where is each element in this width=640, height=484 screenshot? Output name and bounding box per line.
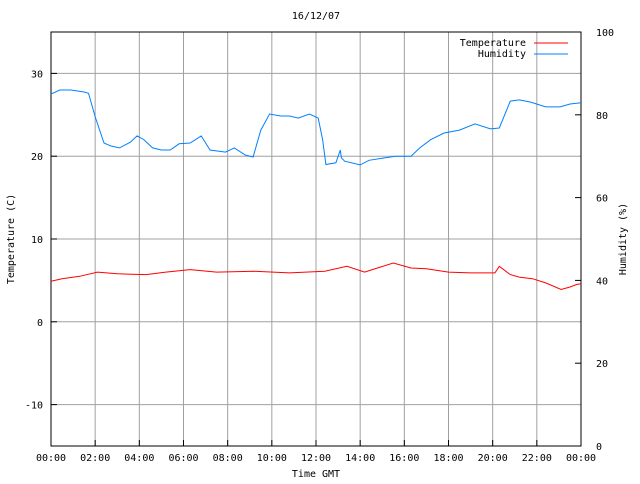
y2-axis-label: Humidity (%) (618, 203, 629, 275)
series-line-humidity (50, 89, 582, 166)
y2-tick-label: 100 (596, 28, 614, 39)
legend-label-temperature: Temperature (460, 38, 526, 49)
y2-tick-label: 0 (596, 442, 602, 453)
legend-label-humidity: Humidity (478, 49, 526, 60)
y2-tick-label: 40 (596, 276, 608, 287)
chart-title: 16/12/07 (292, 11, 340, 22)
legend: Temperature Humidity (460, 38, 568, 60)
x-tick-label: 04:00 (124, 453, 154, 464)
y2-tick-label: 80 (596, 111, 608, 122)
x-tick-label: 06:00 (168, 453, 198, 464)
y-tick-label: 20 (31, 152, 43, 163)
y-tick-label: 30 (31, 69, 43, 80)
x-tick-label: 10:00 (257, 453, 287, 464)
axis-ticks: 00:00 02:00 04:00 06:00 08:00 10:00 12:00 14:00… (25, 28, 614, 464)
x-tick-label: 14:00 (345, 453, 375, 464)
series-line-temperature (50, 262, 582, 291)
x-tick-label: 08:00 (213, 453, 243, 464)
y-tick-label: 0 (37, 318, 43, 329)
x-tick-label: 00:00 (36, 453, 66, 464)
grid (51, 32, 581, 446)
x-tick-label: 20:00 (478, 453, 508, 464)
series-lines (50, 89, 582, 291)
y2-tick-label: 60 (596, 194, 608, 205)
y-tick-label: -10 (25, 401, 43, 412)
x-tick-label: 02:00 (80, 453, 110, 464)
y-tick-label: 10 (31, 235, 43, 246)
y-axis-label: Temperature (C) (6, 194, 17, 284)
x-tick-label: 12:00 (301, 453, 331, 464)
x-tick-label: 00:00 (566, 453, 596, 464)
x-axis-label: Time GMT (292, 469, 340, 480)
y2-tick-label: 20 (596, 359, 608, 370)
x-tick-label: 18:00 (433, 453, 463, 464)
x-tick-label: 16:00 (389, 453, 419, 464)
x-tick-label: 22:00 (522, 453, 552, 464)
